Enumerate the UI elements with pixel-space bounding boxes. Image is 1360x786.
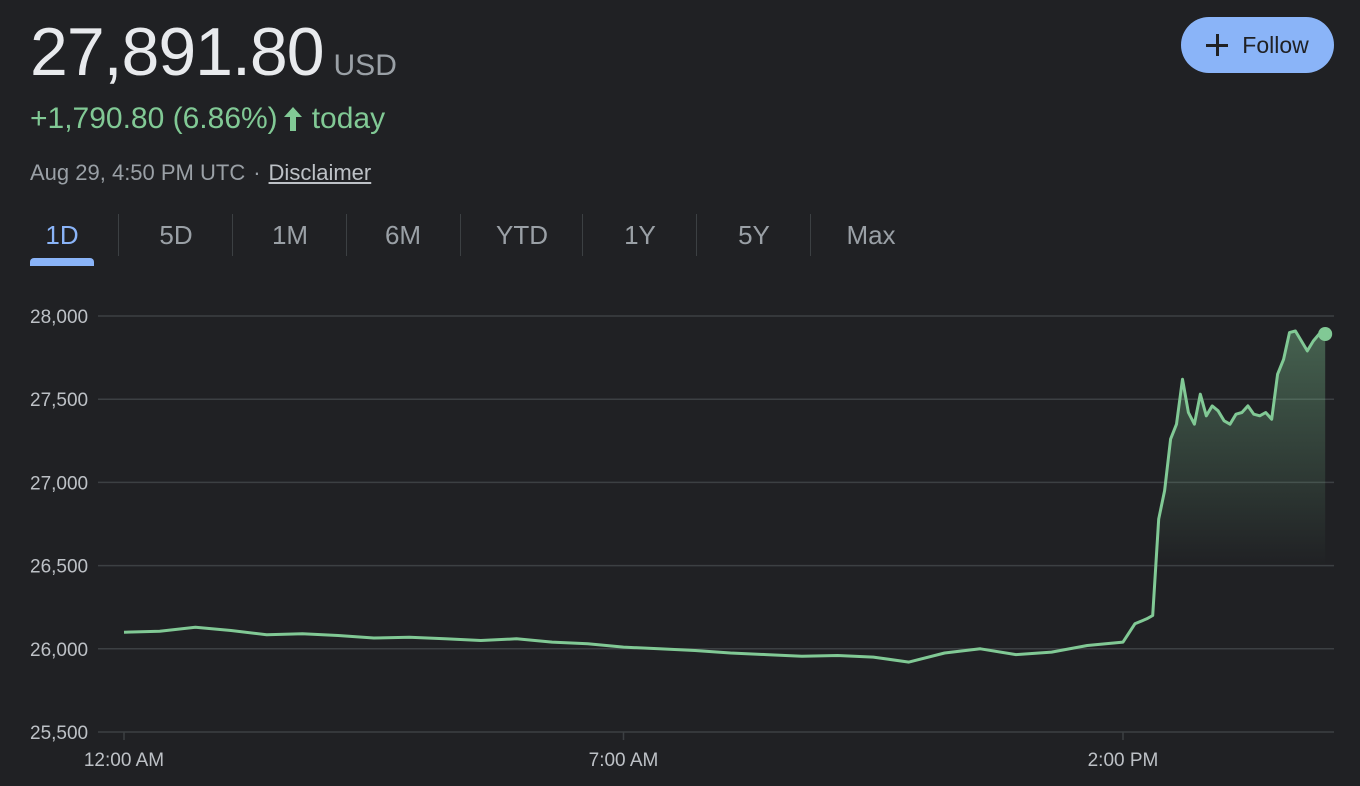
separator: · (253, 160, 261, 185)
tab-label: Max (846, 219, 896, 250)
tab-divider (346, 214, 347, 256)
x-tick-label: 12:00 AM (84, 750, 164, 771)
tab-ytd[interactable]: YTD (481, 210, 563, 260)
price-row: 27,891.80 USD (30, 12, 397, 92)
follow-label: Follow (1242, 31, 1309, 58)
tab-divider (810, 214, 811, 256)
timestamp-row: Aug 29, 4:50 PM UTC · Disclaimer (30, 160, 371, 186)
tab-label: 6M (384, 219, 422, 250)
tab-label: 1Y (624, 219, 656, 250)
tab-divider (460, 214, 461, 256)
x-tick-label: 7:00 AM (589, 750, 659, 771)
y-tick-label: 27,500 (30, 390, 88, 411)
price-change-period: today (311, 102, 386, 135)
series-line (123, 329, 1326, 664)
tab-5d[interactable]: 5D (140, 210, 212, 260)
tab-5y[interactable]: 5Y (718, 210, 790, 260)
tab-label: 1D (45, 219, 79, 250)
y-tick-label: 26,000 (30, 640, 88, 661)
disclaimer-link[interactable]: Disclaimer (268, 160, 372, 185)
y-tick-label: 27,000 (30, 473, 88, 494)
timestamp: Aug 29, 4:50 PM UTC (30, 160, 246, 185)
price-change-row: +1,790.80 (6.86%) today (30, 102, 385, 136)
series-area (1123, 331, 1326, 566)
plus-icon (1206, 34, 1229, 56)
x-tick-label: 2:00 PM (1088, 750, 1159, 771)
tab-divider (582, 214, 583, 256)
tab-divider (696, 214, 697, 256)
current-price-point[interactable] (1318, 327, 1333, 342)
range-tabs: 1D 5D 1M 6M YTD 1Y 5Y Max (0, 210, 1000, 266)
price-chart[interactable]: 28,000 27,500 27,000 26,500 26,000 25,500 12:0… (0, 280, 1360, 780)
arrow-up-icon (283, 107, 302, 131)
price-change: +1,790.80 (6.86%) (30, 102, 278, 135)
tab-divider (118, 214, 119, 256)
y-tick-label: 25,500 (30, 723, 88, 744)
active-tab-indicator (30, 258, 94, 266)
tab-label: 1M (271, 219, 309, 250)
current-price: 27,891.80 (30, 14, 325, 90)
y-tick-label: 28,000 (30, 307, 88, 328)
tab-divider (232, 214, 233, 256)
tab-1m[interactable]: 1M (254, 210, 326, 260)
tab-1y[interactable]: 1Y (604, 210, 676, 260)
currency-label: USD (333, 49, 397, 82)
tab-label: YTD (496, 219, 548, 250)
follow-button[interactable]: Follow (1181, 17, 1334, 73)
tab-label: 5D (159, 219, 193, 250)
tab-max[interactable]: Max (832, 210, 910, 260)
tab-1d[interactable]: 1D (30, 210, 94, 260)
y-tick-label: 26,500 (30, 557, 88, 578)
tab-label: 5Y (738, 219, 770, 250)
tab-6m[interactable]: 6M (367, 210, 439, 260)
